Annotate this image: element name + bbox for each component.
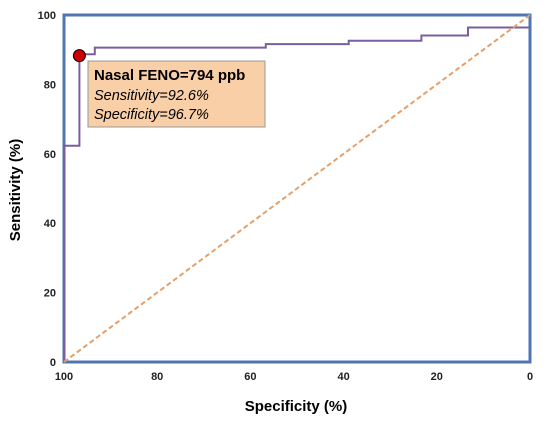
y-tick-label: 100 bbox=[38, 10, 56, 22]
x-tick-label: 60 bbox=[244, 371, 256, 383]
x-tick-labels: 100 80 60 40 20 0 bbox=[55, 371, 533, 383]
threshold-annotation: Nasal FENO=794 ppb Sensitivity=92.6% Spe… bbox=[87, 60, 266, 128]
y-tick-label: 60 bbox=[44, 149, 56, 161]
roc-curve-line bbox=[63, 26, 530, 362]
annotation-title: Nasal FENO=794 ppb bbox=[94, 67, 245, 84]
y-tick-label: 80 bbox=[44, 79, 56, 91]
y-tick-label: 40 bbox=[44, 218, 56, 230]
x-tick-label: 80 bbox=[151, 371, 163, 383]
x-axis-title: Specificity (%) bbox=[245, 398, 348, 415]
y-tick-label: 0 bbox=[50, 357, 56, 369]
x-tick-label: 100 bbox=[55, 371, 73, 383]
y-tick-label: 20 bbox=[44, 288, 56, 300]
optimal-cutoff-point bbox=[72, 49, 86, 63]
reference-diagonal-line bbox=[63, 14, 531, 363]
y-axis-title: Sensitivity (%) bbox=[7, 139, 24, 242]
plot-marks bbox=[62, 13, 532, 364]
x-tick-label: 20 bbox=[431, 371, 443, 383]
annotation-box bbox=[87, 60, 266, 128]
x-tick-label: 0 bbox=[527, 371, 533, 383]
y-tick-labels: 0 20 40 60 80 100 bbox=[38, 10, 56, 369]
annotation-sensitivity: Sensitivity=92.6% bbox=[94, 88, 209, 104]
annotation-specificity: Specificity=96.7% bbox=[94, 107, 209, 123]
x-tick-label: 40 bbox=[337, 371, 349, 383]
